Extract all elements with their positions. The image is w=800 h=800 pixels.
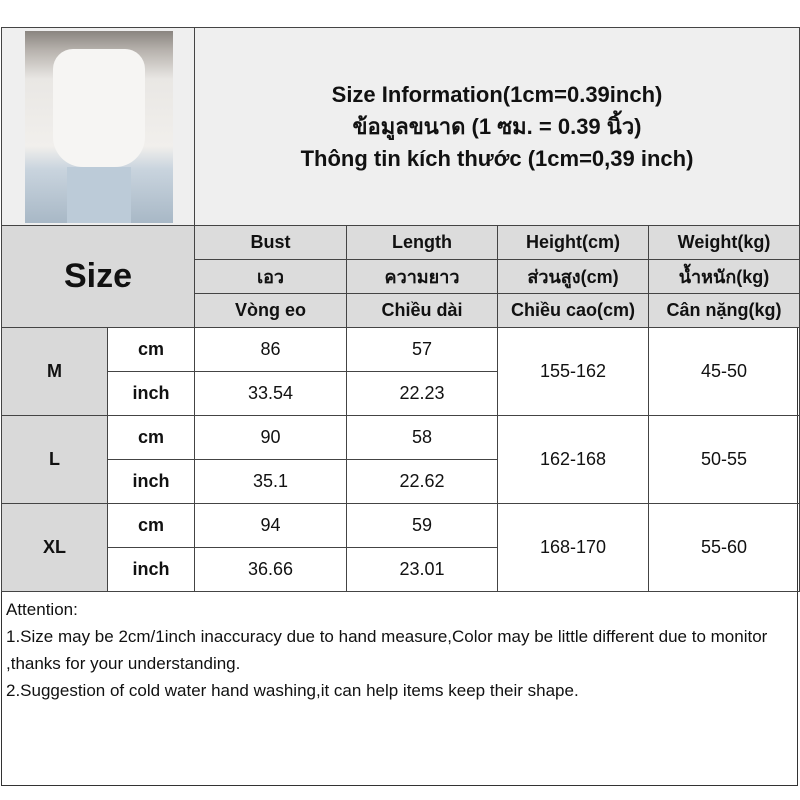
weight: 50-55 [648, 415, 800, 504]
unit-cm: cm [107, 503, 195, 548]
size-information-title: Size Information(1cm=0.39inch) ข้อมูลขนา… [194, 27, 800, 226]
bust-inch: 33.54 [194, 371, 347, 416]
length-cm: 59 [346, 503, 498, 548]
weight: 45-50 [648, 327, 800, 416]
attention-note-2: 2.Suggestion of cold water hand washing,… [6, 681, 579, 700]
size-xl: XL [1, 503, 108, 592]
height: 155-162 [497, 327, 649, 416]
unit-inch: inch [107, 371, 195, 416]
title-vietnamese: Thông tin kích thước (1cm=0,39 inch) [300, 145, 694, 171]
size-m: M [1, 327, 108, 416]
unit-cm: cm [107, 415, 195, 460]
unit-cm: cm [107, 327, 195, 372]
col-weight-vi: Cân nặng(kg) [648, 293, 800, 328]
product-photo-cell [1, 27, 195, 226]
col-length-vi: Chiều dài [346, 293, 498, 328]
title-english: Size Information(1cm=0.39inch) [331, 81, 663, 107]
size-chart-table: Size Information(1cm=0.39inch) ข้อมูลขนา… [1, 27, 800, 592]
height: 162-168 [497, 415, 649, 504]
attention-note-1: 1.Size may be 2cm/1inch inaccuracy due t… [6, 627, 768, 673]
col-bust-vi: Vòng eo [194, 293, 347, 328]
col-weight-en: Weight(kg) [648, 225, 800, 260]
product-photo [25, 31, 173, 223]
attention-heading: Attention: [6, 600, 78, 619]
col-weight-th: น้ำหนัก(kg) [648, 259, 800, 294]
col-height-th: ส่วนสูง(cm) [497, 259, 649, 294]
unit-inch: inch [107, 547, 195, 592]
weight: 55-60 [648, 503, 800, 592]
length-cm: 58 [346, 415, 498, 460]
height: 168-170 [497, 503, 649, 592]
unit-inch: inch [107, 459, 195, 504]
col-length-en: Length [346, 225, 498, 260]
size-header: Size [1, 225, 195, 328]
attention-notes: Attention: 1.Size may be 2cm/1inch inacc… [6, 596, 796, 704]
col-length-th: ความยาว [346, 259, 498, 294]
length-inch: 22.62 [346, 459, 498, 504]
bust-cm: 90 [194, 415, 347, 460]
length-inch: 22.23 [346, 371, 498, 416]
col-height-vi: Chiều cao(cm) [497, 293, 649, 328]
col-bust-en: Bust [194, 225, 347, 260]
col-height-en: Height(cm) [497, 225, 649, 260]
length-inch: 23.01 [346, 547, 498, 592]
col-bust-th: เอว [194, 259, 347, 294]
length-cm: 57 [346, 327, 498, 372]
bust-inch: 36.66 [194, 547, 347, 592]
bust-cm: 86 [194, 327, 347, 372]
size-l: L [1, 415, 108, 504]
title-thai: ข้อมูลขนาด (1 ซม. = 0.39 นิ้ว) [352, 113, 642, 139]
bust-cm: 94 [194, 503, 347, 548]
bust-inch: 35.1 [194, 459, 347, 504]
